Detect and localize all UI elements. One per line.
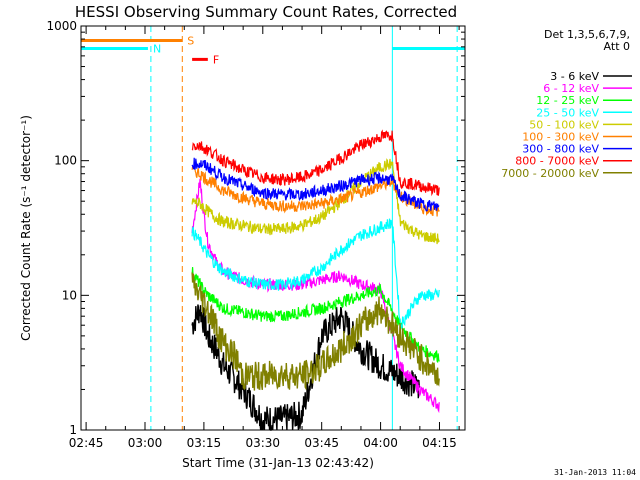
series-line (191, 178, 440, 414)
flag-label: S (187, 35, 194, 48)
series-line (191, 158, 440, 245)
x-tick-label: 03:00 (128, 436, 163, 450)
x-axis: 02:45 03:00 03:15 03:30 03:45 04:00 04:15 (69, 26, 460, 450)
plot-frame (80, 25, 466, 431)
y-tick-label: 10 (62, 288, 77, 302)
series-line (191, 129, 440, 197)
y-tick-label: 100 (54, 154, 77, 168)
flag-label: F (213, 53, 219, 66)
y-tick-label: 1000 (46, 19, 77, 33)
series-line (191, 218, 440, 331)
y-axis: 1 10 100 1000 (46, 19, 465, 437)
x-tick-label: 02:45 (69, 436, 104, 450)
series-line (191, 157, 440, 212)
x-tick-label: 04:00 (363, 436, 398, 450)
legend-label: 25 - 50 keV (536, 106, 599, 119)
legend-label: 12 - 25 keV (536, 94, 599, 107)
series-line (191, 304, 421, 431)
legend-header-line-1: Det 1,3,5,6,7,9, (544, 28, 630, 41)
legend-label: 100 - 300 keV (522, 131, 599, 144)
plot-area: S F N (81, 26, 465, 431)
legend-label: 800 - 7000 keV (515, 155, 599, 168)
series-line (191, 272, 440, 391)
flag-label: N (153, 43, 161, 56)
legend-label: 7000 - 20000 keV (501, 167, 599, 180)
legend-label: 3 - 6 keV (550, 70, 599, 83)
y-tick-label: 1 (69, 423, 77, 437)
footer-timestamp: 31-Jan-2013 11:04 (554, 468, 636, 477)
x-tick-label: 03:15 (187, 436, 222, 450)
x-axis-label: Start Time (31-Jan-13 02:43:42) (182, 456, 374, 470)
legend-header-line-2: Att 0 (604, 40, 630, 53)
series-line (191, 267, 440, 364)
chart-title: HESSI Observing Summary Count Rates, Cor… (75, 3, 457, 21)
legend-label: 300 - 800 keV (522, 143, 599, 156)
x-tick-label: 03:30 (245, 436, 280, 450)
x-tick-label: 04:15 (422, 436, 457, 450)
x-tick-label: 03:45 (304, 436, 339, 450)
legend-label: 50 - 100 keV (529, 118, 599, 131)
legend-label: 6 - 12 keV (543, 82, 599, 95)
y-axis-label: Corrected Count Rate (s⁻¹ detector⁻¹) (19, 115, 33, 341)
